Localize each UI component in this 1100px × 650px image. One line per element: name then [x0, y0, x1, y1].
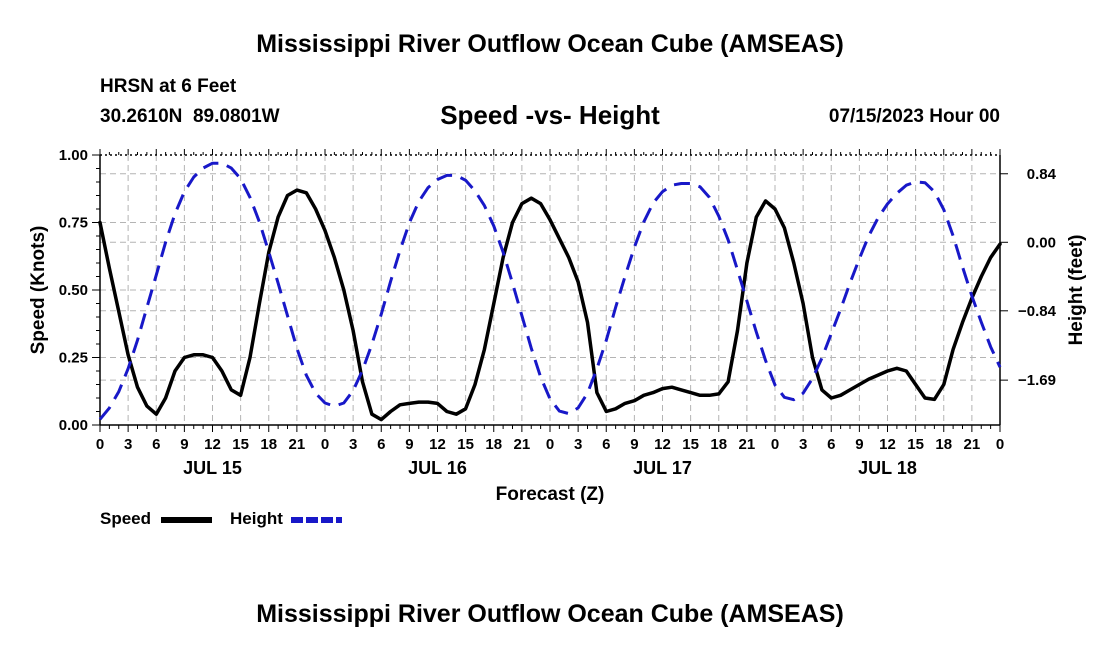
x-tick-label: 3: [124, 436, 132, 453]
y2-tick-label: 0.00: [1027, 234, 1056, 251]
date-label: JUL 15: [183, 458, 242, 478]
date-label: JUL 18: [858, 458, 917, 478]
x-tick-label: 0: [96, 436, 104, 453]
x-tick-label: 3: [799, 436, 807, 453]
y-tick-label: 0.50: [59, 282, 88, 299]
y2-axis-title: Height (feet): [1066, 235, 1087, 346]
coordinates-label: 30.2610N 89.0801W: [100, 106, 280, 127]
x-tick-label: 6: [602, 436, 610, 453]
chart-title: Speed -vs- Height: [440, 100, 660, 130]
y-tick-label: 1.00: [59, 147, 88, 164]
x-tick-label: 18: [710, 436, 727, 453]
date-label: JUL 16: [408, 458, 467, 478]
x-tick-label: 21: [514, 436, 531, 453]
speed-series-line: [98, 188, 1002, 422]
x-tick-label: 0: [321, 436, 329, 453]
x-tick-label: 9: [180, 436, 188, 453]
date-label: JUL 17: [633, 458, 692, 478]
x-tick-label: 9: [630, 436, 638, 453]
x-tick-label: 21: [289, 436, 306, 453]
x-tick-label: 15: [232, 436, 249, 453]
legend-speed-line: [161, 517, 212, 523]
main-title: Mississippi River Outflow Ocean Cube (AM…: [256, 30, 844, 58]
x-tick-label: 6: [377, 436, 385, 453]
y-tick-label: 0.75: [59, 215, 88, 232]
x-tick-label: 18: [935, 436, 952, 453]
x-tick-label: 12: [654, 436, 671, 453]
x-tick-label: 0: [771, 436, 779, 453]
forecast-datetime: 07/15/2023 Hour 00: [828, 106, 1000, 127]
x-tick-label: 0: [546, 436, 554, 453]
x-tick-label: 12: [429, 436, 446, 453]
x-tick-label: 9: [855, 436, 863, 453]
y2-tick-label: −1.69: [1018, 372, 1056, 389]
legend-height-line: [291, 517, 342, 523]
y-axis-title: Speed (Knots): [28, 226, 49, 355]
station-label: HRSN at 6 Feet: [100, 76, 237, 97]
height-series-line: [98, 161, 1002, 421]
x-tick-label: 15: [907, 436, 924, 453]
legend-height-label: Height: [230, 509, 283, 528]
x-tick-label: 18: [260, 436, 277, 453]
x-tick-label: 15: [457, 436, 474, 453]
x-tick-label: 12: [879, 436, 896, 453]
x-tick-label: 12: [204, 436, 221, 453]
x-tick-label: 18: [485, 436, 502, 453]
x-tick-label: 0: [996, 436, 1004, 453]
x-axis-title: Forecast (Z): [496, 484, 605, 505]
x-tick-label: 3: [574, 436, 582, 453]
legend-speed-label: Speed: [100, 509, 152, 528]
x-tick-label: 3: [349, 436, 357, 453]
x-tick-label: 9: [405, 436, 413, 453]
y2-tick-label: −0.84: [1018, 303, 1057, 320]
footer-title: Mississippi River Outflow Ocean Cube (AM…: [256, 600, 844, 628]
y-tick-label: 0.25: [59, 350, 88, 367]
x-tick-label: 6: [827, 436, 835, 453]
x-tick-label: 6: [152, 436, 160, 453]
x-tick-label: 15: [682, 436, 699, 453]
x-tick-label: 21: [964, 436, 981, 453]
x-tick-label: 21: [739, 436, 756, 453]
y2-tick-label: 0.84: [1027, 166, 1057, 183]
y-tick-label: 0.00: [59, 417, 88, 434]
